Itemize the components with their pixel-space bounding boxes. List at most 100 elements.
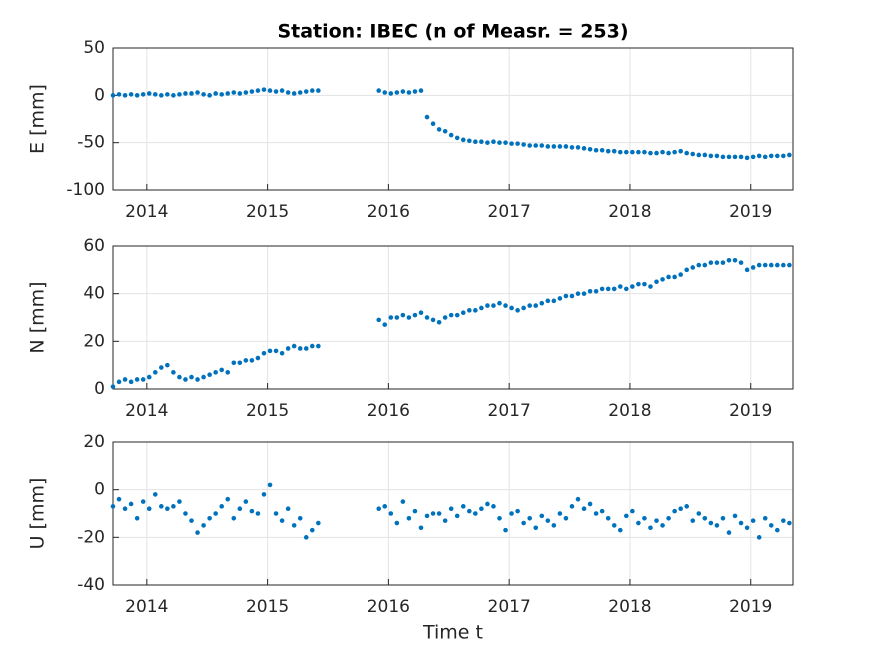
x-tick-label: 2014	[125, 597, 168, 617]
data-point	[418, 525, 424, 531]
data-point	[684, 504, 690, 509]
data-point	[551, 523, 557, 528]
x-tick-label: 2015	[246, 202, 289, 222]
data-point	[165, 506, 170, 512]
data-point	[575, 145, 581, 150]
data-point	[563, 515, 569, 521]
data-point	[418, 310, 424, 316]
data-point	[249, 358, 255, 363]
data-point	[309, 88, 315, 93]
data-point	[183, 377, 188, 382]
y-axis-label: U [mm]	[27, 478, 49, 550]
data-point	[255, 355, 261, 361]
y-tick-label: 40	[83, 284, 105, 304]
data-point	[430, 317, 436, 323]
data-point	[690, 265, 696, 270]
data-point	[497, 300, 502, 306]
axes-box	[112, 441, 794, 586]
data-point	[165, 362, 170, 368]
data-point	[291, 343, 297, 349]
data-point	[678, 272, 683, 277]
data-point	[587, 288, 593, 294]
data-point	[696, 511, 702, 516]
data-point	[134, 377, 140, 382]
data-point	[171, 504, 176, 509]
x-tick-label: 2017	[488, 597, 531, 617]
data-point	[593, 288, 599, 294]
axes-box	[112, 245, 794, 390]
data-point	[261, 350, 267, 356]
data-point	[412, 508, 418, 514]
data-point	[654, 279, 659, 285]
data-point	[497, 515, 502, 521]
data-point	[617, 527, 623, 533]
data-point	[159, 504, 164, 509]
data-point	[545, 518, 551, 523]
data-point	[630, 149, 635, 155]
data-point	[454, 135, 460, 141]
data-point	[732, 258, 738, 263]
data-point	[159, 365, 164, 370]
data-point	[436, 511, 442, 516]
data-point	[599, 147, 605, 153]
data-point	[406, 515, 412, 521]
data-point	[781, 518, 786, 523]
data-point	[171, 370, 176, 375]
data-point	[545, 144, 551, 149]
data-point	[424, 114, 430, 120]
data-point	[750, 265, 756, 270]
data-point	[503, 140, 508, 145]
data-point	[774, 262, 780, 268]
data-point	[485, 303, 490, 308]
data-point	[243, 358, 249, 363]
data-point	[515, 308, 520, 313]
y-axis-label: N [mm]	[27, 281, 49, 353]
data-point	[642, 281, 647, 287]
x-tick-label: 2019	[729, 597, 772, 617]
data-point	[708, 153, 714, 159]
data-point	[291, 523, 297, 528]
data-point	[557, 144, 563, 149]
x-tick-label: 2018	[608, 401, 651, 421]
data-point	[448, 506, 454, 512]
data-point	[291, 91, 297, 96]
data-point	[165, 92, 170, 97]
x-tick-label: 2015	[246, 597, 289, 617]
data-point	[521, 305, 526, 311]
data-point	[152, 370, 158, 375]
data-point	[376, 317, 382, 323]
data-point	[255, 511, 261, 516]
data-point	[400, 312, 406, 318]
data-point	[581, 506, 587, 512]
data-point	[521, 142, 526, 147]
data-point	[756, 153, 762, 159]
x-tick-label: 2017	[488, 202, 531, 222]
data-point	[605, 515, 611, 521]
data-point	[593, 511, 599, 516]
data-point	[436, 127, 442, 132]
data-point	[207, 372, 212, 378]
data-point	[279, 350, 285, 356]
data-point	[642, 515, 647, 521]
x-tick-label: 2019	[729, 202, 772, 222]
data-point	[611, 286, 617, 292]
data-point	[666, 274, 671, 280]
data-point	[454, 312, 460, 318]
data-point	[678, 506, 683, 512]
data-point	[714, 260, 720, 265]
data-point	[720, 515, 726, 521]
data-point	[406, 90, 412, 95]
data-point	[128, 92, 134, 97]
data-point	[189, 374, 194, 380]
data-point	[636, 520, 641, 526]
data-point	[140, 499, 146, 504]
data-point	[624, 149, 629, 155]
data-point	[551, 144, 557, 149]
data-point	[146, 91, 152, 96]
data-point	[744, 267, 750, 273]
x-tick-label: 2019	[729, 401, 772, 421]
data-point	[611, 148, 617, 154]
data-point	[690, 151, 696, 157]
data-point	[237, 506, 243, 512]
